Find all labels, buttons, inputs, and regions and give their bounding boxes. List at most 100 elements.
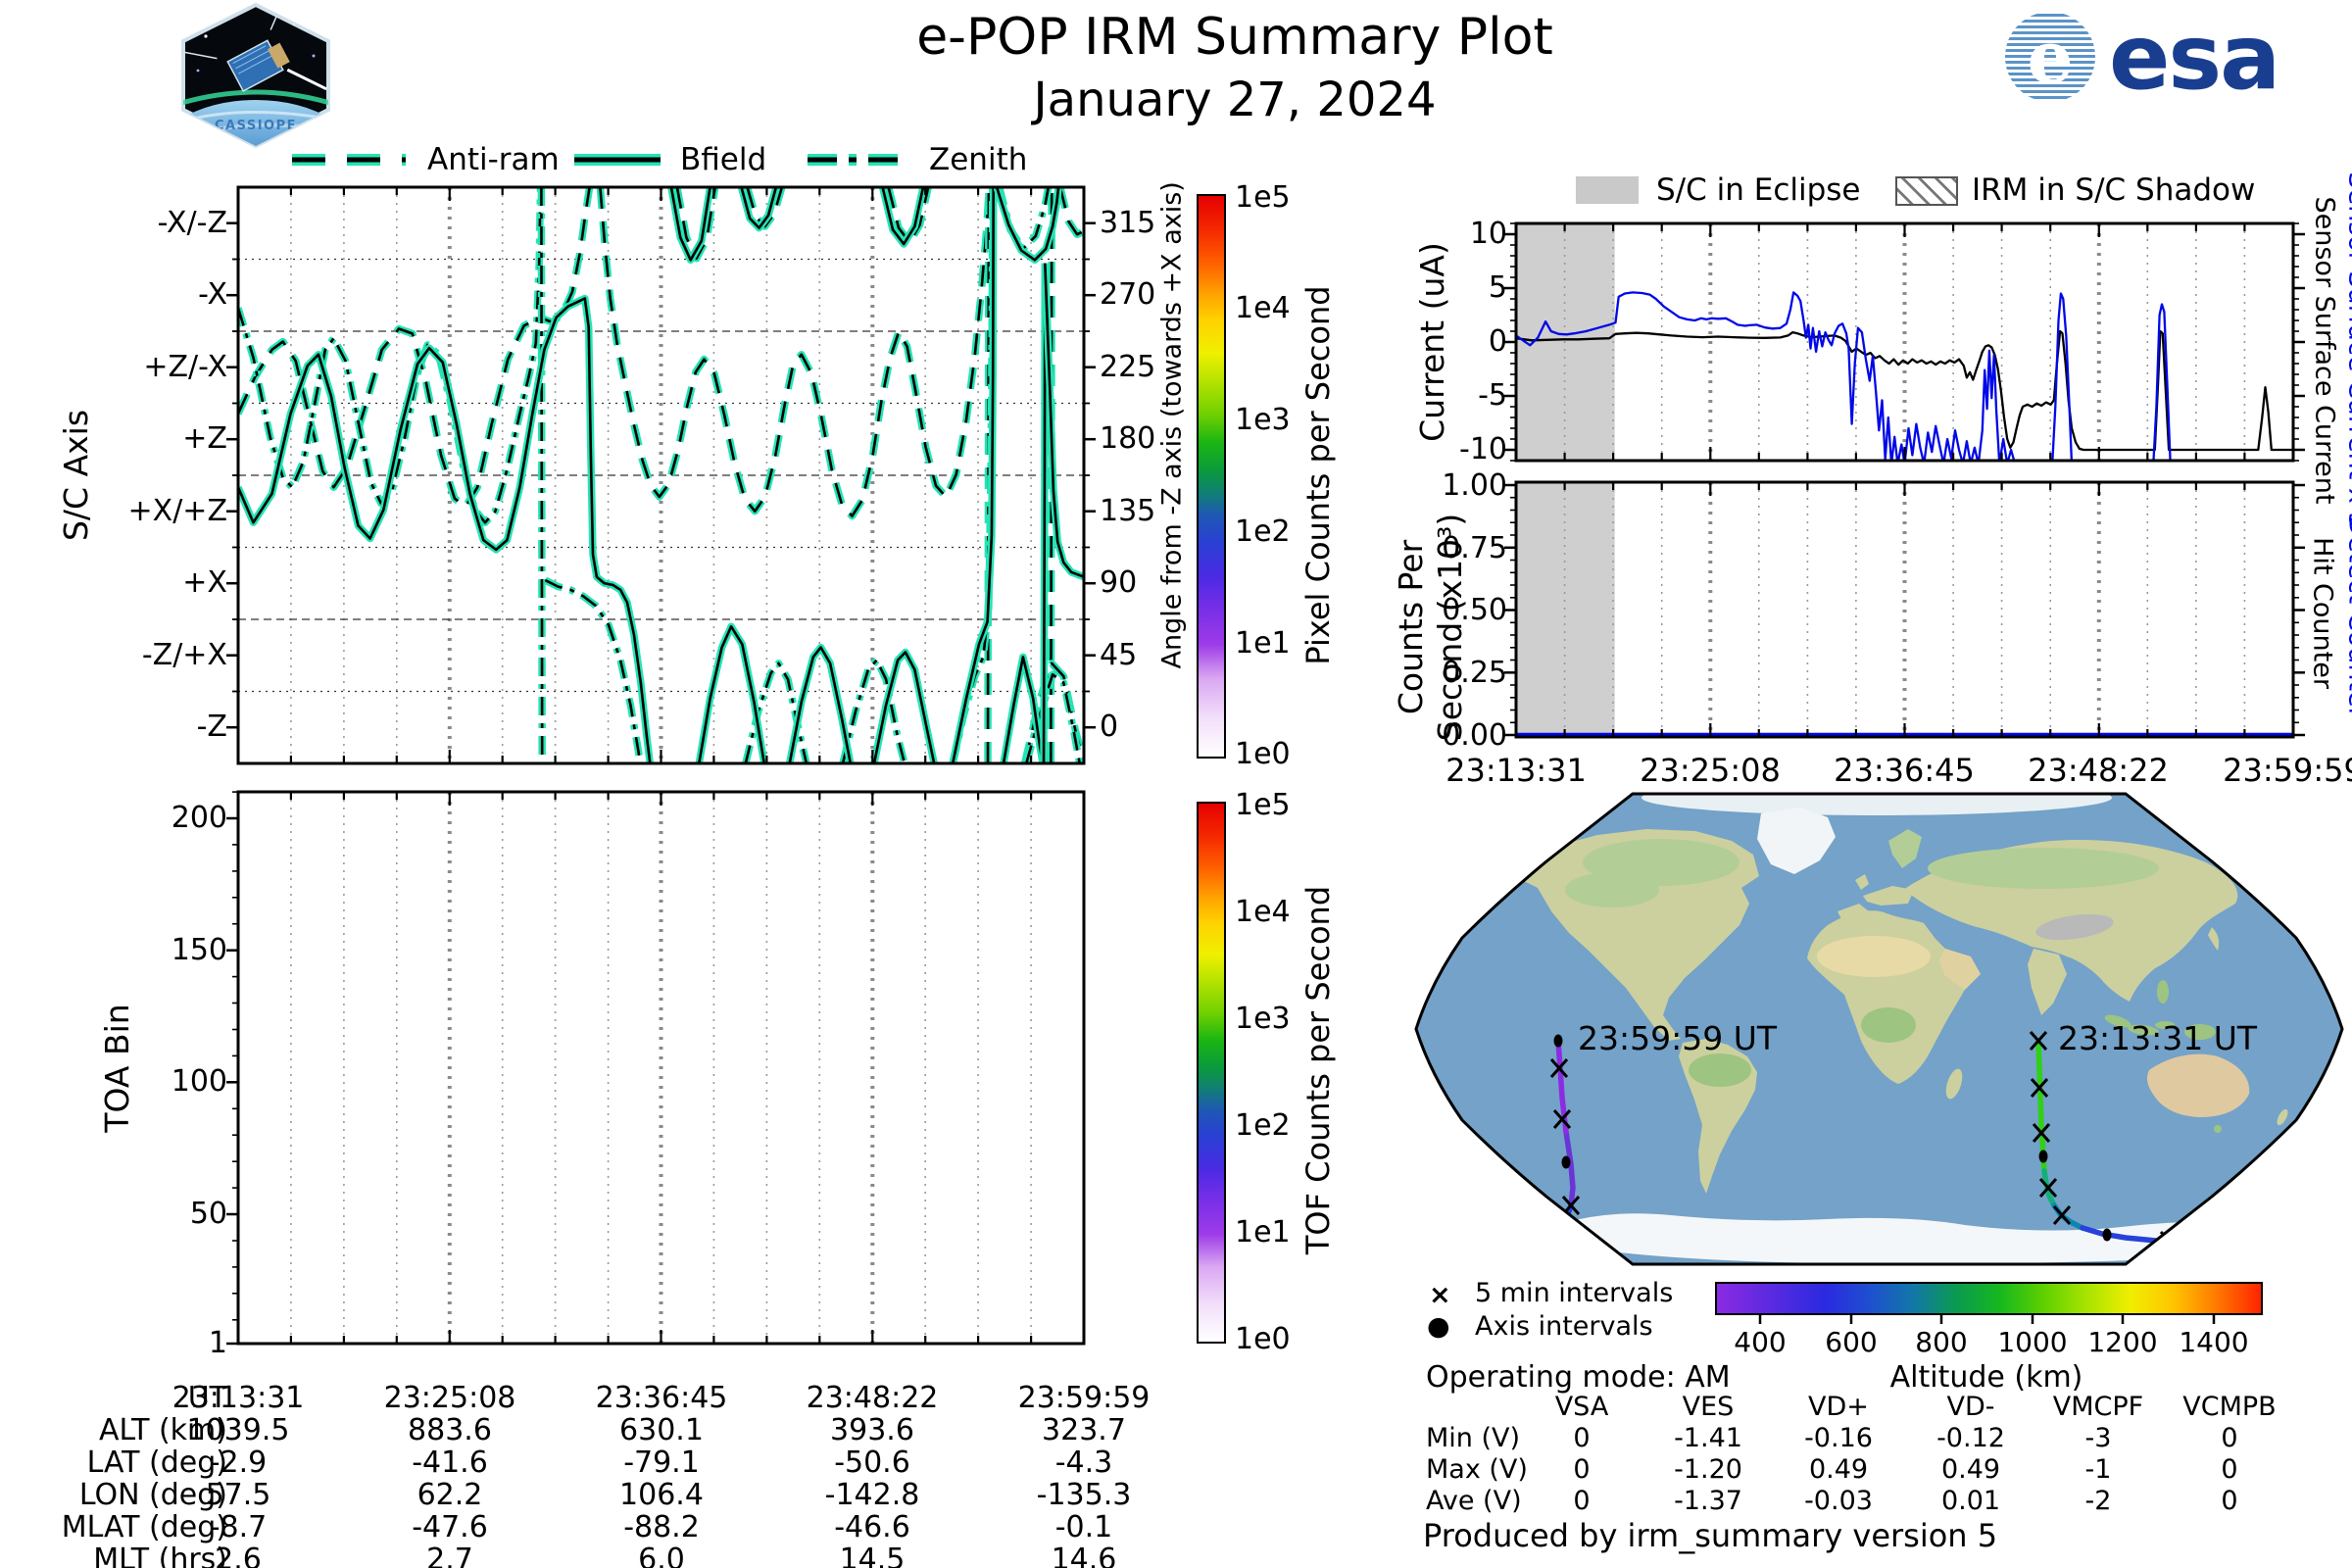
page-title-block: e-POP IRM Summary Plot January 27, 2024 (823, 8, 1646, 127)
track-start-time-label: 23:13:31 UT (2058, 1019, 2258, 1057)
ephemeris-cell: -2.9 (209, 1446, 268, 1480)
ephemeris-cell: 883.6 (408, 1413, 492, 1447)
esa-emblem-icon (2005, 12, 2095, 102)
ephemeris-row-label: MLT (hrs) (93, 1543, 227, 1568)
ephemeris-cell: 23:36:45 (595, 1381, 728, 1415)
map-australia (2146, 1054, 2250, 1117)
counts-ytick: 0.75 (1442, 531, 1507, 565)
sc-axis-ylabel: S/C Axis (57, 409, 95, 542)
page-date: January 27, 2024 (1033, 73, 1437, 127)
alt-tick: 1000 (1997, 1326, 2068, 1358)
voltage-row-label: Max (V) (1426, 1454, 1528, 1485)
tof-cbar-label: TOF Counts per Second (1299, 885, 1337, 1255)
ephemeris-cell: 323.7 (1042, 1413, 1126, 1447)
map-land (1514, 794, 2297, 1264)
current-plot (1504, 221, 2305, 463)
angle-tick-label: 0 (1100, 710, 1119, 744)
ephemeris-row-label: ALT (km) (99, 1413, 227, 1447)
ephemeris-cell: -46.6 (834, 1510, 910, 1544)
voltage-cell: -1.37 (1674, 1486, 1742, 1516)
pixel-colorbar (1197, 194, 1226, 759)
voltage-cell: 0 (1573, 1454, 1591, 1485)
tof-cbar-tick: 1e2 (1235, 1108, 1291, 1143)
legend-shadow-label: IRM in S/C Shadow (1972, 172, 2256, 208)
angle-tick-label: 180 (1100, 421, 1156, 456)
ephemeris-cell: 23:48:22 (806, 1381, 939, 1415)
time-axis-tick: 23:13:31 (1446, 752, 1587, 789)
voltage-cell: 0 (2221, 1486, 2238, 1516)
ephemeris-cell: -79.1 (623, 1446, 700, 1480)
pixel-cbar-tick: 1e3 (1235, 403, 1291, 437)
ephemeris-cell: 106.4 (619, 1478, 704, 1512)
voltage-col-header: VCMPB (2182, 1392, 2277, 1422)
counts-right-label-blue: Detect Counter (2342, 515, 2352, 718)
current-ytick: -5 (1478, 378, 1507, 413)
sc-tick-label: +Z (182, 421, 227, 456)
x-marker-label: 5 min intervals (1475, 1278, 1674, 1308)
toa-tick-label: 200 (171, 801, 227, 835)
toa-bin-plot (226, 790, 1086, 1346)
map-greenland (1757, 808, 1836, 874)
operating-mode: Operating mode: AM (1426, 1360, 1731, 1395)
ephemeris-cell: -0.1 (1054, 1510, 1113, 1544)
ephemeris-cell: -50.6 (834, 1446, 910, 1480)
pixel-cbar-tick: 1e0 (1235, 737, 1291, 771)
tof-cbar-tick: 1e4 (1235, 895, 1291, 929)
legend-bfield-sample (574, 154, 661, 166)
pixel-cbar-tick: 1e2 (1235, 514, 1291, 549)
toa-tick-label: 1 (208, 1326, 227, 1360)
ephemeris-cell: 630.1 (619, 1413, 704, 1447)
produced-by-note: Produced by irm_summary version 5 (1423, 1517, 1998, 1554)
sc-tick-label: +Z/-X (143, 350, 227, 384)
time-axis-tick: 23:59:59 (2223, 752, 2352, 789)
sc-tick-label: -Z/+X (141, 638, 227, 672)
voltage-cell: -1.20 (1674, 1454, 1742, 1485)
ephemeris-cell: 2.7 (426, 1543, 473, 1568)
legend-bfield-label: Bfield (680, 142, 767, 177)
voltage-cell: -0.12 (1936, 1423, 2005, 1453)
toa-tick-label: 100 (171, 1064, 227, 1099)
legend-shadow-swatch (1895, 176, 1958, 206)
ephemeris-cell: -142.8 (824, 1478, 920, 1512)
ephemeris-cell: 23:13:31 (172, 1381, 305, 1415)
counts-plot (1504, 480, 2305, 739)
map-antarctica (1563, 1213, 2296, 1264)
sc-tick-label: +X/+Z (127, 494, 227, 528)
map-himalaya (2035, 913, 2114, 941)
map-new-guinea (2184, 1024, 2216, 1040)
dot-marker-label: Axis intervals (1475, 1311, 1653, 1342)
time-axis-tick: 23:48:22 (2028, 752, 2169, 789)
map-europe (1863, 886, 1914, 906)
ephemeris-row-label: LON (deg) (78, 1478, 227, 1512)
voltage-col-header: VD- (1946, 1392, 1995, 1422)
ephemeris-cell: -4.3 (1054, 1446, 1113, 1480)
toa-tick-label: 150 (171, 933, 227, 967)
ephemeris-cell: 23:25:08 (383, 1381, 516, 1415)
voltage-col-header: VD+ (1808, 1392, 1869, 1422)
current-ytick: 5 (1488, 270, 1507, 305)
legend-eclipse-swatch (1576, 176, 1639, 204)
ephemeris-cell: 2.6 (215, 1543, 262, 1568)
voltage-row-label: Min (V) (1426, 1423, 1521, 1453)
sc-axis-plot (226, 185, 1096, 765)
tof-cbar-tick: 1e0 (1235, 1322, 1291, 1356)
alt-tick: 1400 (2179, 1326, 2249, 1358)
ephemeris-cell: 23:59:59 (1017, 1381, 1151, 1415)
cassiope-badge: CASSIOPE (181, 2, 330, 149)
toa-tick-label: 50 (189, 1197, 227, 1231)
alt-tick: 600 (1825, 1326, 1878, 1358)
voltage-cell: 0.49 (1808, 1454, 1869, 1485)
sc-right-axis-label: Angle from -Z axis (towards +X axis) (1156, 181, 1188, 669)
map-outline (1414, 792, 2344, 1266)
alt-tick: 800 (1915, 1326, 1968, 1358)
ephemeris-cell: 57.5 (205, 1478, 271, 1512)
counts-ytick: 1.00 (1442, 468, 1507, 503)
legend-zenith-label: Zenith (929, 142, 1028, 177)
angle-tick-label: 225 (1100, 350, 1156, 384)
ephemeris-cell: 14.5 (839, 1543, 906, 1568)
angle-tick-label: 90 (1100, 565, 1138, 600)
ephemeris-cell: -8.7 (209, 1510, 268, 1544)
pixel-cbar-label: Pixel Counts per Second (1299, 285, 1337, 665)
counts-ytick: 0.25 (1442, 656, 1507, 690)
